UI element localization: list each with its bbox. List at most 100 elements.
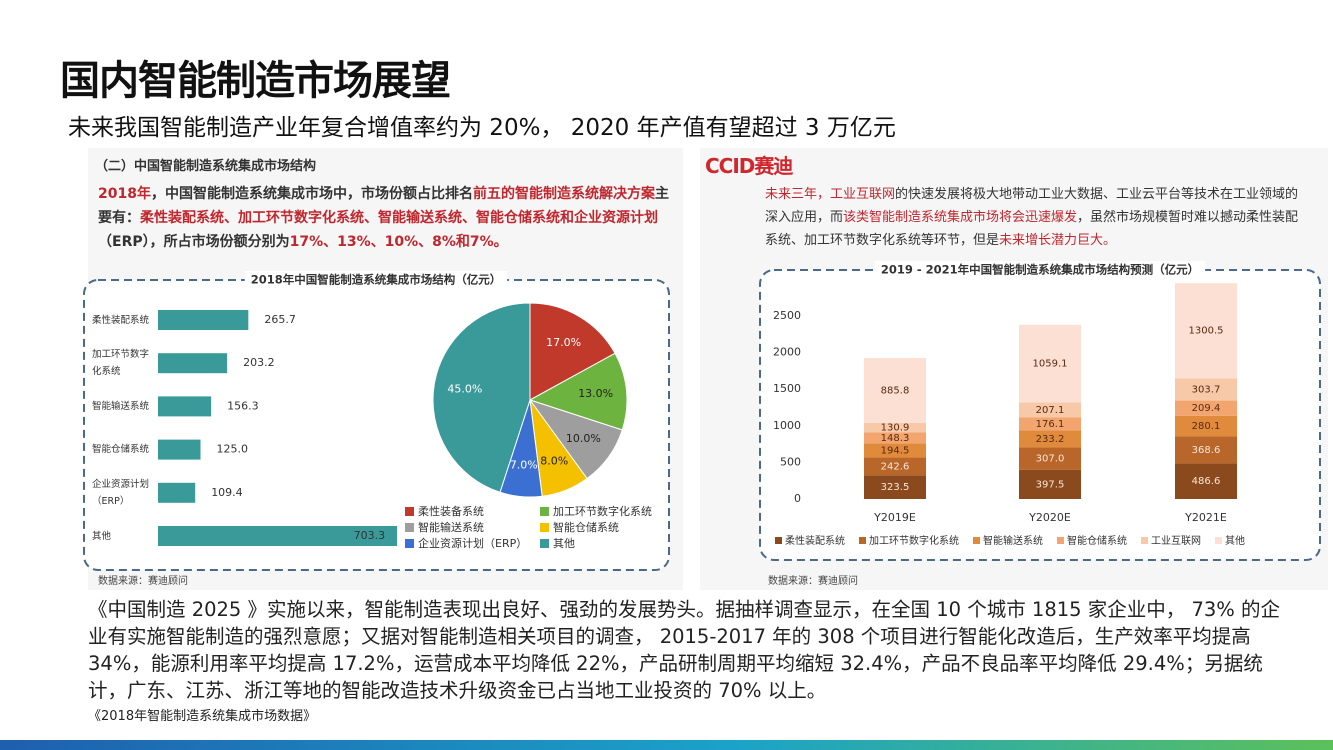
source: 数据来源：赛迪顾问 <box>98 576 188 587</box>
chart-title: 2019 - 2021年中国智能制造系统集成市场结构预测（亿元） <box>881 263 1199 277</box>
y-tick-label: 2000 <box>773 346 801 359</box>
bar <box>158 353 228 374</box>
legend-swatch <box>1215 537 1222 544</box>
bar-segment <box>1019 417 1081 431</box>
legend-swatch <box>775 537 782 544</box>
value-label: 323.5 <box>881 482 910 493</box>
panel-heading: （二）中国智能制造系统集成市场结构 <box>95 159 317 174</box>
y-tick-label: 1500 <box>773 382 801 395</box>
legend-swatch <box>405 539 414 548</box>
value-label: 703.3 <box>354 529 386 542</box>
title-bg <box>244 271 508 289</box>
y-tick-label: 500 <box>780 455 801 468</box>
category-label: 企业资源计划（ERP） <box>92 478 150 507</box>
panel-paragraph: 未来三年，工业互联网的快速发展将极大地带动工业大数据、工业云平台等技术在工业领域… <box>765 183 1310 252</box>
source: 数据来源：赛迪顾问 <box>768 576 858 587</box>
slice-label: 45.0% <box>447 383 482 396</box>
slice-label: 17.0% <box>546 336 581 349</box>
legend-swatch <box>859 537 866 544</box>
bar-segment <box>864 475 926 499</box>
value-label: 242.6 <box>881 461 910 472</box>
value-label: 207.1 <box>1036 405 1065 416</box>
slice-label: 8.0% <box>540 454 568 467</box>
bar-segment <box>864 432 926 444</box>
text-run: 前五的智能制造系统解决方案 <box>472 186 655 202</box>
value-label: 109.4 <box>211 486 243 499</box>
bar-segment <box>864 422 926 433</box>
legend-label: 智能仓储系统 <box>553 520 619 534</box>
category-label-box: 企业资源计划（ERP） <box>92 478 150 507</box>
value-label: 303.7 <box>1192 384 1221 395</box>
value-label: 209.4 <box>1192 403 1221 414</box>
value-label: 280.1 <box>1192 421 1221 432</box>
legend-swatch <box>973 537 980 544</box>
bar-segment <box>1019 430 1081 448</box>
value-label: 203.2 <box>243 356 275 369</box>
category-label: 柔性装配系统 <box>92 314 150 326</box>
bar-segment <box>1175 436 1237 464</box>
title-bg <box>874 261 1206 279</box>
text-run: 2018年 <box>98 186 151 202</box>
text-run: 主要有： <box>98 186 669 226</box>
bar-segment <box>1175 415 1237 437</box>
bar-segment <box>1175 400 1237 416</box>
value-label: 885.8 <box>881 385 910 396</box>
value-label: 368.6 <box>1192 445 1221 456</box>
legend-swatch <box>540 523 549 532</box>
category-label: 加工环节数字化系统 <box>92 349 150 378</box>
text-run: 的快速发展将极大地带动工业大数据、工业云平台等技术在工业领域的深入应用，而 <box>765 187 1299 225</box>
bar-segment <box>864 443 926 458</box>
legend-label: 柔性装配系统 <box>785 534 845 547</box>
legend-swatch <box>540 539 549 548</box>
bar <box>158 396 212 417</box>
slide-subtitle: 未来我国智能制造产业年复合增值率约为 20%， 2020 年产值有望超过 3 万… <box>68 115 896 141</box>
bar-segment <box>1175 283 1237 379</box>
legend-label: 加工环节数字化系统 <box>553 504 652 518</box>
legend-label: 其他 <box>1225 534 1245 547</box>
bar-segment <box>1019 402 1081 418</box>
slice-label: 13.0% <box>578 387 613 400</box>
legend-swatch <box>1141 537 1148 544</box>
category-label-box: 柔性装配系统 <box>92 314 150 326</box>
bar <box>158 482 196 503</box>
text-run: 未来三年，工业互联网 <box>765 187 896 202</box>
bar <box>158 310 249 330</box>
bar <box>158 526 398 546</box>
value-label: 176.1 <box>1036 419 1065 430</box>
legend-label: 柔性装备系统 <box>418 504 484 518</box>
pie-slice <box>432 302 531 493</box>
value-label: 125.0 <box>217 443 249 456</box>
pie-slice <box>528 352 628 431</box>
text-run: ，中国智能制造系统集成市场中，市场份额占比排名 <box>150 186 473 202</box>
value-label: 265.7 <box>264 313 296 326</box>
legend-swatch <box>405 523 414 532</box>
body-text: 《中国制造 2025 》实施以来，智能制造表现出良好、强劲的发展势头。据抽样调查… <box>88 598 1280 702</box>
legend-swatch <box>540 507 549 516</box>
bar-segment <box>1019 469 1081 499</box>
bar-segment <box>1019 324 1081 403</box>
y-tick-label: 2500 <box>773 309 801 322</box>
text-run: 柔性装配系统、加工环节数字化系统、智能输送系统、智能仓储系统和企业资源计划 <box>140 210 658 226</box>
slice-label: 7.0% <box>510 459 538 472</box>
bar-segment <box>1175 378 1237 401</box>
value-label: 486.6 <box>1192 476 1221 487</box>
value-label: 130.9 <box>881 423 910 434</box>
category-label-box: 智能仓储系统 <box>92 444 149 455</box>
bar-segment <box>864 358 926 423</box>
text-run: ，虽然市场规模暂时难以撼动柔性装配系统、加工环节数字化系统等环节，但是 <box>765 210 1299 248</box>
x-tick-label: Y2020E <box>1028 511 1071 524</box>
legend-swatch <box>405 507 414 516</box>
chart-title: 2018年中国智能制造系统集成市场结构（亿元） <box>251 273 502 287</box>
footnote: 《2018年智能制造系统集成市场数据》 <box>88 709 317 724</box>
x-tick-label: Y2019E <box>873 511 916 524</box>
text-run: 未来增长潜力巨大。 <box>999 233 1117 248</box>
legend-swatch <box>1057 537 1064 544</box>
value-label: 1300.5 <box>1189 326 1224 337</box>
x-tick-label: Y2021E <box>1184 511 1227 524</box>
value-label: 148.3 <box>881 433 910 444</box>
value-label: 397.5 <box>1036 479 1065 490</box>
slide-title: 国内智能制造市场展望 <box>60 58 451 104</box>
y-tick-label: 1000 <box>773 419 801 432</box>
